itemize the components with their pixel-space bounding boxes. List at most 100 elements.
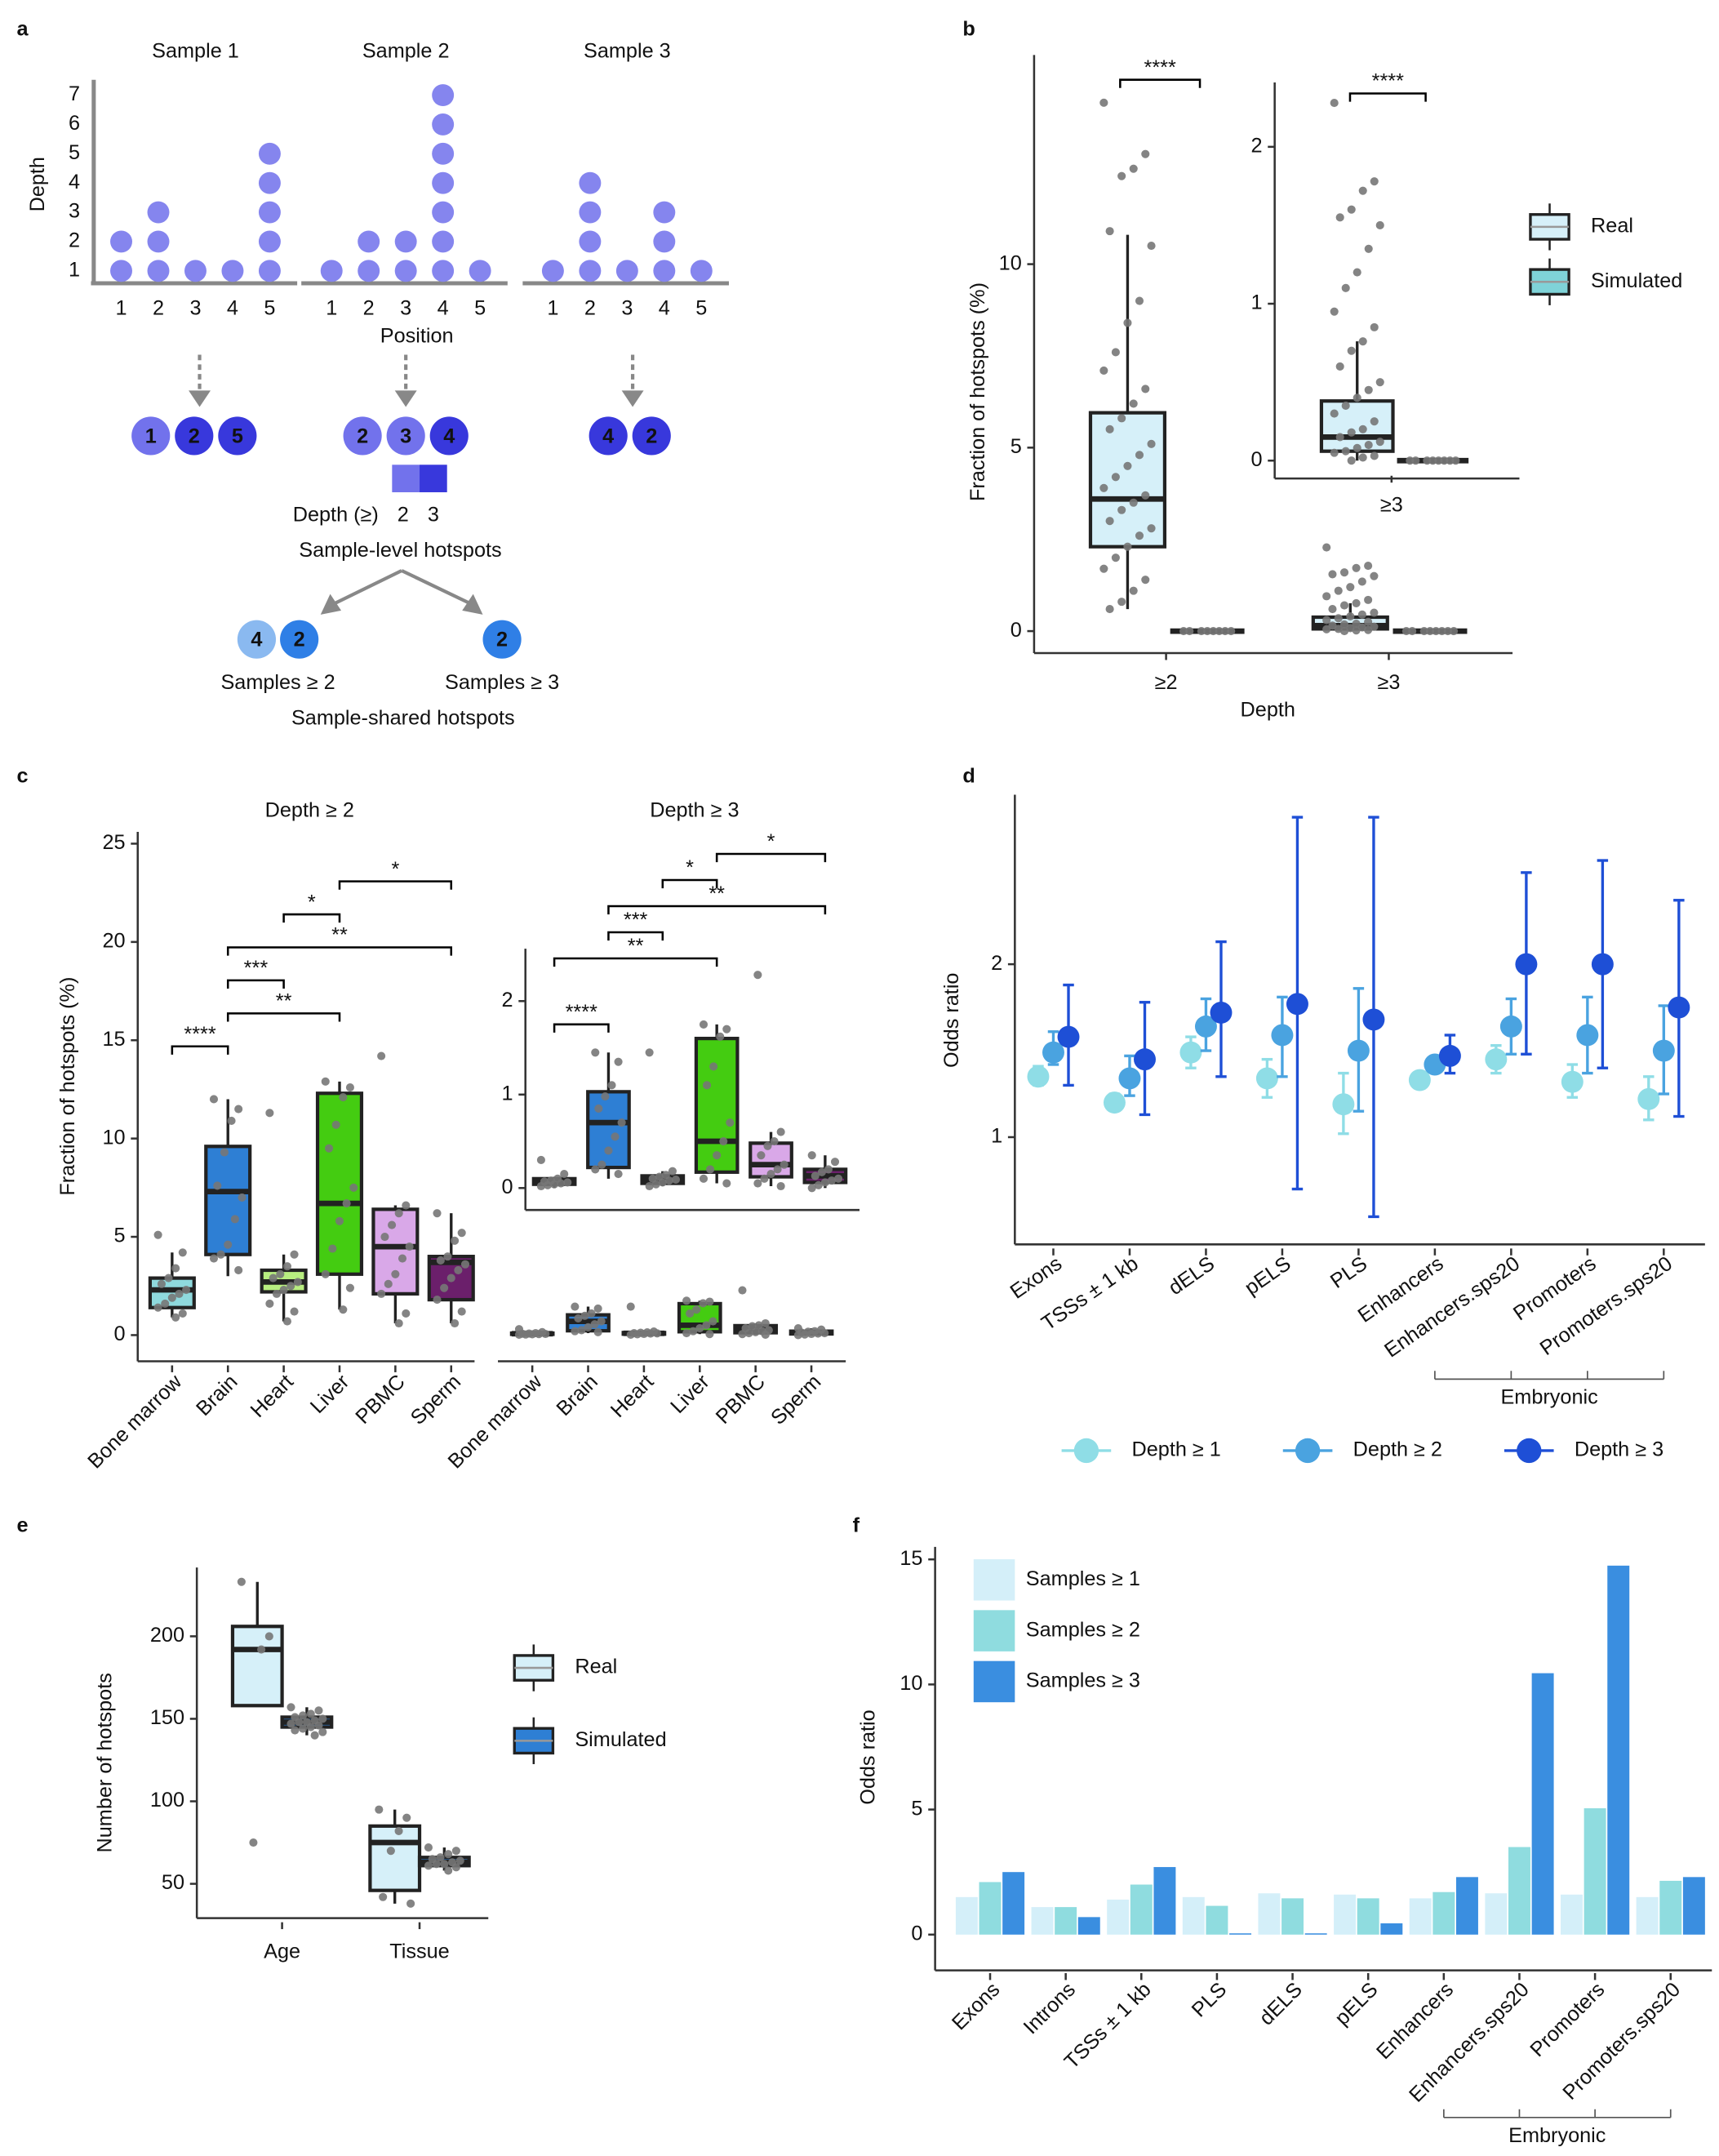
legend-marker [1073,1438,1099,1464]
data-point [1129,498,1138,507]
data-point [1358,425,1367,433]
data-point [321,1077,330,1086]
point [1668,996,1690,1019]
depth-dot [221,260,244,282]
data-point [793,1331,802,1340]
significance-bracket [661,878,718,889]
data-point [760,1174,769,1183]
data-point [380,1232,389,1242]
data-point [571,1302,580,1311]
data-point [1425,627,1435,636]
y-tick-label: 3 [69,200,80,223]
data-point [1147,439,1156,448]
y-axis-title: Fraction of hotspots (%) [966,282,989,501]
data-point [1179,627,1188,636]
data-point [753,971,762,980]
data-point [1328,605,1337,614]
y-axis-title: Number of hotspots [94,1673,117,1852]
depth-dot [258,201,281,224]
box [230,1625,284,1708]
data-point [1339,601,1349,610]
data-point [375,1805,384,1814]
data-point [1375,220,1384,230]
data-point [1440,456,1449,465]
x-tick-label: Age [264,1940,300,1963]
y-tick-label: 100 [150,1789,184,1811]
data-point [394,1318,403,1328]
y-tick-label: 150 [150,1706,184,1729]
point [1210,1001,1233,1024]
bar [1432,1892,1455,1935]
depth-dot [394,230,417,253]
hotspot-label: 2 [189,425,200,447]
arrow-head [462,593,483,615]
significance-bracket [338,880,453,890]
data-point [580,1311,589,1320]
data-point [766,1170,775,1179]
significance-bracket [226,1012,341,1022]
data-point [402,1813,411,1822]
data-point [164,1274,173,1282]
data-point [339,1093,348,1102]
arrow-heads [189,390,644,615]
data-point [394,1826,403,1835]
significance-label: ** [276,990,292,1013]
data-point [763,1141,772,1150]
data-point [257,1645,266,1654]
data-point [645,1181,654,1191]
data-point [178,1248,187,1257]
box [368,1824,422,1892]
bar [1077,1917,1100,1935]
y-axis-title: Odds ratio [940,973,963,1069]
x-tick-label: 3 [189,297,201,320]
depth-dot [615,260,638,282]
y-tick-label: 1 [502,1082,513,1105]
data-point [1099,366,1108,375]
data-point [1135,451,1144,460]
data-point [658,1178,667,1187]
data-point [1111,348,1120,357]
y-tick-label: 7 [69,82,80,105]
legend-label: Samples ≥ 2 [1026,1618,1140,1641]
y-tick-label: 5 [114,1225,126,1247]
x-axis-title: Depth [1241,698,1295,721]
data-point [290,1250,299,1259]
significance-label: * [686,856,694,879]
hotspot-label: 2 [294,629,305,651]
section-title: Sample-shared hotspots [291,707,515,730]
data-point [1370,608,1379,617]
data-point [776,1181,785,1191]
data-point [709,1062,718,1071]
shared-group-label: Samples ≥ 2 [220,671,335,694]
data-point [379,1892,388,1901]
data-point [811,1171,820,1180]
y-tick-label: 10 [102,1126,125,1149]
data-point [770,1136,779,1146]
data-point [806,1329,816,1339]
data-point [269,1274,278,1282]
data-point [1451,456,1460,465]
data-point [692,1305,701,1314]
point [1027,1065,1050,1088]
data-point [265,1299,274,1308]
data-point [1197,627,1206,636]
data-point [699,1299,708,1308]
data-point [1364,244,1373,253]
data-point [633,1330,642,1339]
bar [1357,1898,1379,1935]
hotspot [175,416,214,456]
bar [1485,1893,1508,1935]
point [1408,1069,1431,1091]
data-point [1335,362,1344,371]
data-point [597,1317,606,1326]
data-point [1352,598,1361,607]
data-point [1105,227,1114,236]
data-point [645,1048,654,1057]
data-point [293,1278,302,1287]
significance-bracket [1119,78,1202,88]
shared-hotspot [482,620,522,659]
data-point [1322,543,1331,552]
depth-dot [690,260,713,282]
data-point [1352,620,1361,629]
depth-key-swatch [392,465,420,492]
